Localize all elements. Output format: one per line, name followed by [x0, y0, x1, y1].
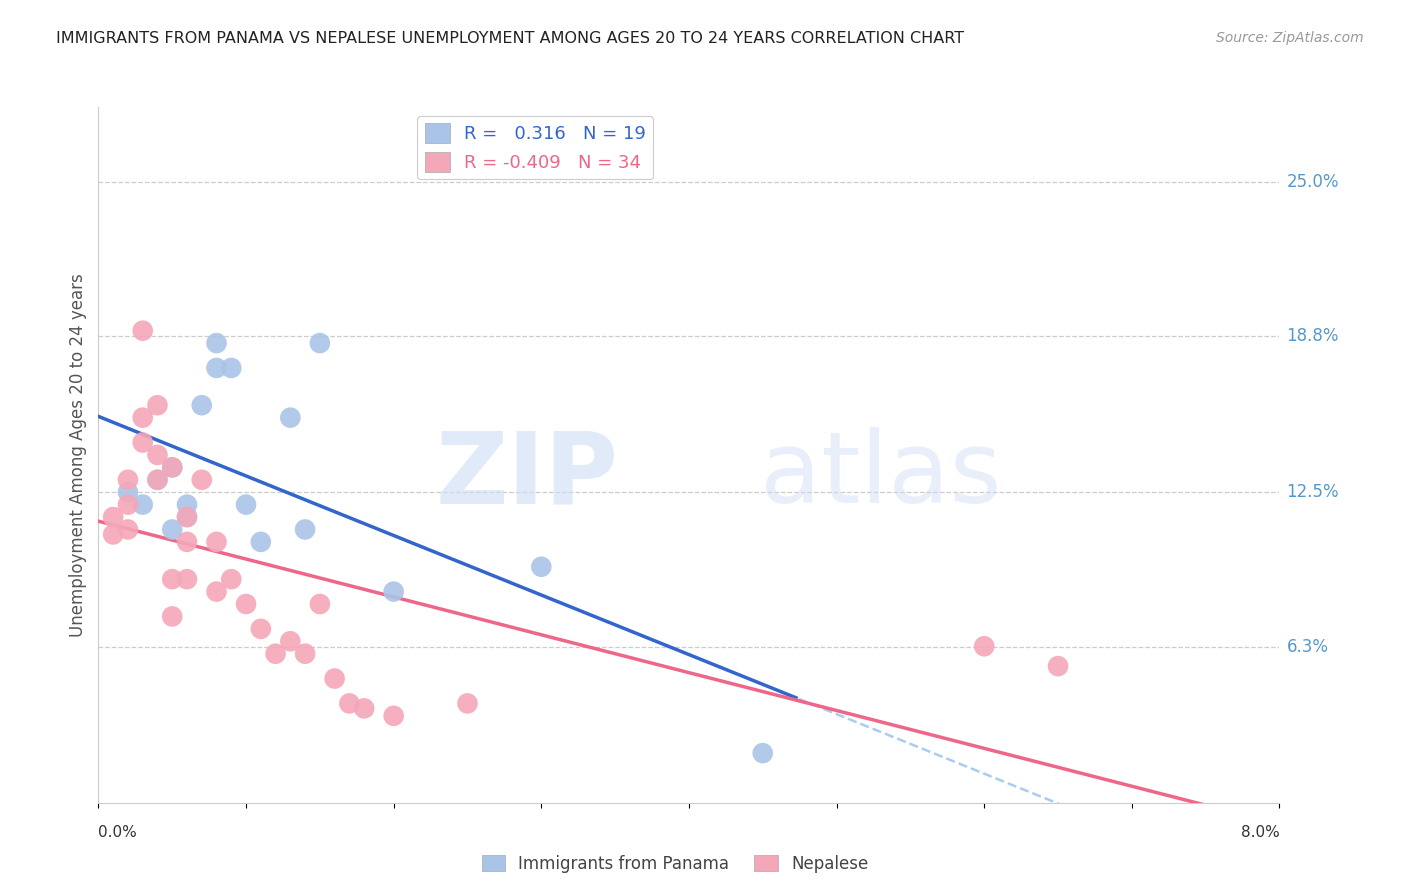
Point	[382, 708, 405, 723]
Point	[117, 498, 139, 512]
Point	[191, 398, 214, 412]
Point	[132, 410, 155, 425]
Text: Source: ZipAtlas.com: Source: ZipAtlas.com	[1216, 31, 1364, 45]
Text: 6.3%: 6.3%	[1286, 639, 1329, 657]
Point	[162, 572, 183, 586]
Point	[294, 647, 316, 661]
Point	[146, 448, 169, 462]
Point	[752, 746, 775, 760]
Point	[457, 697, 479, 711]
Point	[117, 473, 139, 487]
Point	[353, 701, 375, 715]
Point	[146, 398, 169, 412]
Point	[132, 324, 155, 338]
Point	[309, 336, 332, 351]
Point	[205, 361, 228, 376]
Point	[117, 485, 139, 500]
Point	[162, 460, 183, 475]
Point	[176, 510, 198, 524]
Point	[280, 410, 302, 425]
Text: 12.5%: 12.5%	[1286, 483, 1339, 501]
Point	[221, 361, 243, 376]
Text: atlas: atlas	[759, 427, 1001, 524]
Point	[973, 639, 995, 653]
Point	[146, 473, 169, 487]
Point	[1046, 659, 1070, 673]
Point	[294, 523, 316, 537]
Point	[191, 473, 214, 487]
Point	[323, 672, 346, 686]
Text: 18.8%: 18.8%	[1286, 326, 1339, 344]
Point	[176, 510, 198, 524]
Text: 0.0%: 0.0%	[98, 825, 138, 840]
Point	[250, 622, 273, 636]
Point	[235, 498, 257, 512]
Text: ZIP: ZIP	[436, 427, 619, 524]
Point	[176, 534, 198, 549]
Point	[162, 523, 183, 537]
Point	[176, 572, 198, 586]
Point	[382, 584, 405, 599]
Point	[530, 559, 553, 574]
Point	[264, 647, 287, 661]
Point	[117, 523, 139, 537]
Legend: Immigrants from Panama, Nepalese: Immigrants from Panama, Nepalese	[475, 848, 875, 880]
Point	[146, 473, 169, 487]
Point	[162, 609, 183, 624]
Point	[176, 498, 198, 512]
Point	[280, 634, 302, 648]
Text: 8.0%: 8.0%	[1240, 825, 1279, 840]
Point	[250, 534, 273, 549]
Point	[205, 534, 228, 549]
Point	[132, 498, 155, 512]
Point	[309, 597, 332, 611]
Legend: R =   0.316   N = 19, R = -0.409   N = 34: R = 0.316 N = 19, R = -0.409 N = 34	[418, 116, 654, 179]
Point	[162, 460, 183, 475]
Text: IMMIGRANTS FROM PANAMA VS NEPALESE UNEMPLOYMENT AMONG AGES 20 TO 24 YEARS CORREL: IMMIGRANTS FROM PANAMA VS NEPALESE UNEMP…	[56, 31, 965, 46]
Point	[221, 572, 243, 586]
Point	[103, 527, 125, 541]
Point	[205, 584, 228, 599]
Text: 25.0%: 25.0%	[1286, 172, 1339, 191]
Point	[205, 336, 228, 351]
Point	[235, 597, 257, 611]
Point	[103, 510, 125, 524]
Y-axis label: Unemployment Among Ages 20 to 24 years: Unemployment Among Ages 20 to 24 years	[69, 273, 87, 637]
Point	[339, 697, 361, 711]
Point	[132, 435, 155, 450]
